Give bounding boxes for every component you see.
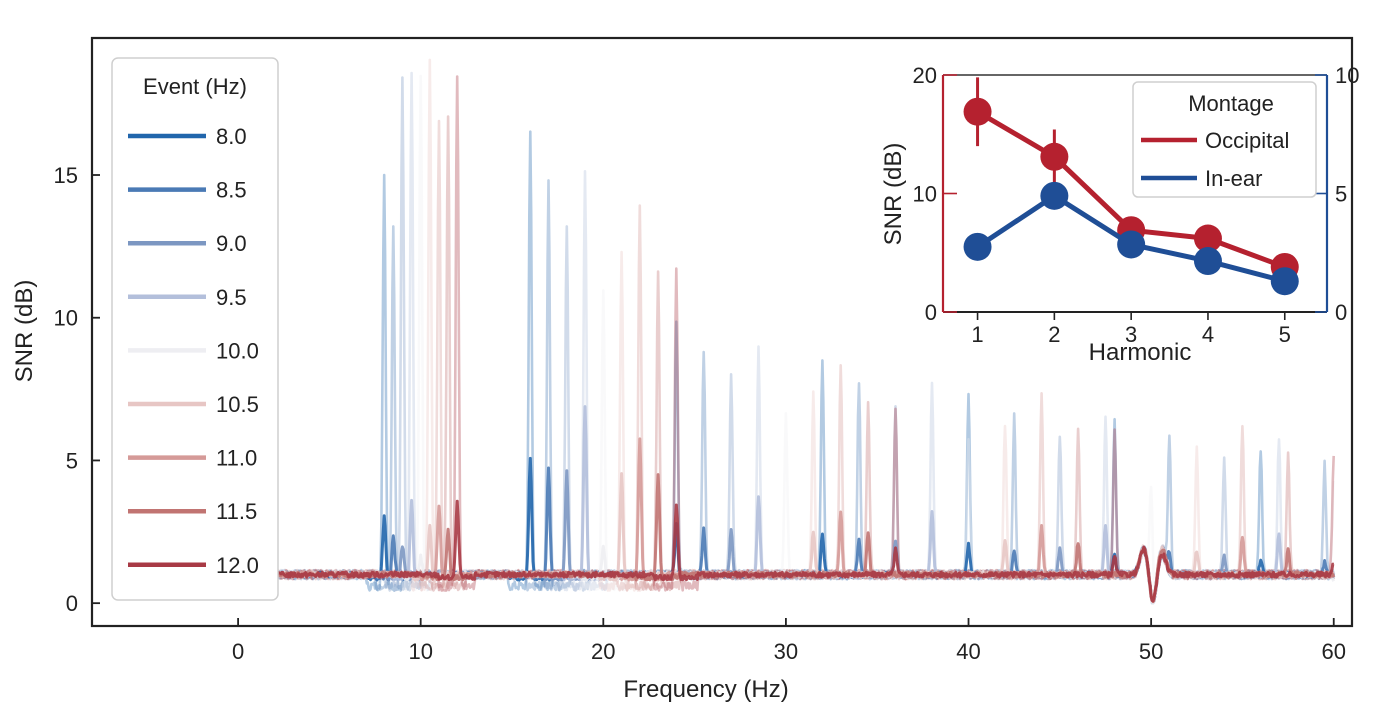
inset-x-tick-label: 2 bbox=[1048, 322, 1060, 347]
legend-label: 9.0 bbox=[216, 231, 247, 256]
inset-y-tick-label: 20 bbox=[913, 63, 937, 88]
inset-x-tick-label: 3 bbox=[1125, 322, 1137, 347]
inset-x-axis-label: Harmonic bbox=[1089, 339, 1192, 366]
legend-label: 11.5 bbox=[216, 499, 257, 524]
montage-legend: Montage Occipital In-ear bbox=[1132, 81, 1317, 198]
inset-data-point bbox=[1040, 181, 1069, 210]
inset-data-point bbox=[1117, 230, 1146, 259]
legend-item: 11.5 bbox=[128, 499, 257, 524]
inset-legend-items: Occipital In-ear bbox=[1141, 128, 1289, 191]
inset-data-point bbox=[1193, 224, 1222, 253]
x-tick-label: 30 bbox=[774, 639, 798, 664]
main-series-lines bbox=[273, 58, 1336, 605]
legend-items: 8.0 8.5 9.0 9.5 10.0 10.5 11.0 11.5 12.0 bbox=[128, 124, 259, 578]
inset-data-point bbox=[1270, 267, 1299, 296]
main-plot-frame bbox=[90, 36, 1354, 628]
legend-label: 11.0 bbox=[216, 446, 257, 471]
y-axis-label: SNR (dB) bbox=[11, 280, 38, 383]
inset-y2-tick-label: 0 bbox=[1335, 300, 1347, 325]
legend-label: 12.0 bbox=[216, 553, 259, 578]
inset-x-tick-label: 5 bbox=[1279, 322, 1291, 347]
y-tick-label: 15 bbox=[54, 163, 78, 188]
legend-label: 8.5 bbox=[216, 178, 247, 203]
legend-title: Event (Hz) bbox=[143, 74, 247, 99]
legend-label: 8.0 bbox=[216, 124, 247, 149]
inset-legend-label: In-ear bbox=[1205, 166, 1262, 191]
legend-item: 10.0 bbox=[128, 338, 259, 363]
inset-series-in-ear bbox=[963, 181, 1299, 296]
legend-item: 8.5 bbox=[128, 178, 247, 203]
x-tick-label: 50 bbox=[1139, 639, 1163, 664]
x-tick-label: 10 bbox=[408, 639, 432, 664]
legend-item: 11.0 bbox=[128, 446, 257, 471]
series-line-12-0 bbox=[273, 499, 1335, 603]
inset-data-point bbox=[1193, 247, 1222, 276]
legend-box bbox=[111, 57, 279, 601]
inset-x-tick-label: 1 bbox=[971, 322, 983, 347]
x-axis-label: Frequency (Hz) bbox=[623, 676, 788, 703]
inset-x-tick-label: 4 bbox=[1202, 322, 1214, 347]
inset-legend-item: In-ear bbox=[1141, 166, 1262, 191]
harmonic-inset-chart: 1 2 3 4 5 0 10 20 0 5 10 Harmonic SNR (dB) Montage… bbox=[880, 63, 1359, 366]
inset-legend-box bbox=[1132, 81, 1317, 198]
legend-label: 10.5 bbox=[216, 392, 259, 417]
inset-legend-label: Occipital bbox=[1205, 128, 1289, 153]
inset-data-point bbox=[963, 232, 992, 261]
inset-data-point bbox=[963, 97, 992, 126]
inset-legend-item: Occipital bbox=[1141, 128, 1289, 153]
legend-label: 9.5 bbox=[216, 285, 247, 310]
inset-y-tick-label: 0 bbox=[925, 300, 937, 325]
inset-y2-tick-label: 10 bbox=[1335, 63, 1359, 88]
inset-y-tick-label: 10 bbox=[913, 182, 937, 207]
y-tick-label: 5 bbox=[66, 448, 78, 473]
legend-item: 9.0 bbox=[128, 231, 247, 256]
event-legend: Event (Hz) 8.0 8.5 9.0 9.5 10.0 10.5 11.0 11.5 1… bbox=[111, 57, 279, 601]
inset-data-point bbox=[1040, 142, 1069, 171]
legend-item: 8.0 bbox=[128, 124, 247, 149]
x-tick-label: 20 bbox=[591, 639, 615, 664]
inset-y-axis-label: SNR (dB) bbox=[880, 143, 907, 246]
y-tick-label: 0 bbox=[66, 591, 78, 616]
x-tick-label: 40 bbox=[956, 639, 980, 664]
legend-item: 9.5 bbox=[128, 285, 247, 310]
legend-label: 10.0 bbox=[216, 338, 259, 363]
x-tick-label: 0 bbox=[232, 639, 244, 664]
legend-item: 10.5 bbox=[128, 392, 259, 417]
inset-legend-title: Montage bbox=[1188, 91, 1274, 116]
inset-y2-tick-label: 5 bbox=[1335, 182, 1347, 207]
x-tick-label: 60 bbox=[1321, 639, 1345, 664]
inset-content: 1 2 3 4 5 0 10 20 0 5 10 bbox=[913, 63, 1360, 347]
legend-item: 12.0 bbox=[128, 553, 259, 578]
y-tick-label: 10 bbox=[54, 306, 78, 331]
